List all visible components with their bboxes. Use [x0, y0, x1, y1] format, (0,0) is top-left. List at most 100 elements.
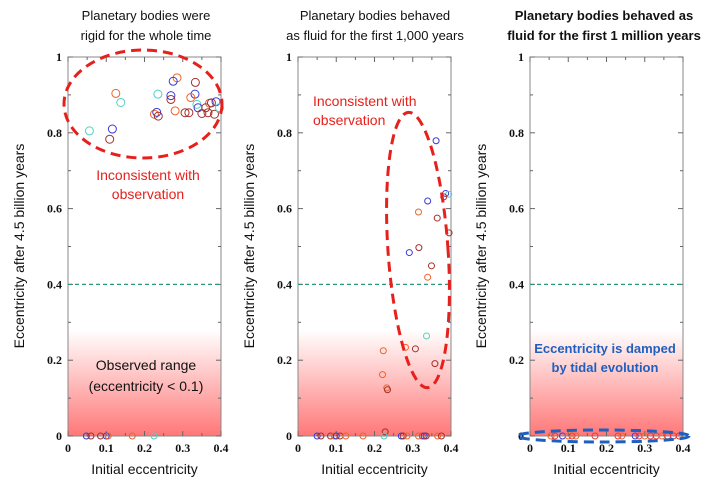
data-point [153, 111, 163, 121]
data-point [437, 432, 445, 440]
y-tick-label: 0.2 [47, 353, 62, 367]
y-tick-label: 0.8 [509, 126, 524, 140]
x-tick-label: 0.4 [444, 441, 459, 455]
damped-ellipse [515, 428, 691, 444]
x-tick-label: 0.2 [599, 441, 614, 455]
data-point [424, 273, 432, 281]
data-point [631, 432, 639, 440]
data-point [150, 432, 158, 440]
data-point [414, 208, 422, 216]
annotation-damped: Eccentricity is damped [534, 341, 676, 356]
x-tick-label: 0.4 [214, 441, 229, 455]
data-point [166, 94, 176, 104]
y-tick-label: 1 [56, 50, 62, 64]
data-point [180, 108, 190, 118]
observed-range-band [298, 329, 451, 436]
annotation-inconsistent: observation [112, 186, 184, 202]
y-tick-label: 0 [56, 429, 62, 443]
panel-title: Planetary bodies were [82, 8, 211, 23]
data-point [411, 345, 419, 353]
y-axis-label: Eccentricity after 4.5 billion years [241, 144, 257, 349]
data-point [128, 432, 136, 440]
y-axis-label: Eccentricity after 4.5 billion years [11, 144, 27, 349]
y-tick-label: 0 [518, 429, 524, 443]
data-point [431, 360, 439, 368]
x-tick-label: 0 [65, 441, 71, 455]
data-point [313, 432, 321, 440]
data-point [551, 432, 559, 440]
y-tick-label: 0.8 [47, 126, 62, 140]
data-point [190, 77, 200, 87]
y-tick-label: 0.6 [277, 202, 292, 216]
data-point [399, 432, 407, 440]
data-point [359, 432, 367, 440]
data-point [332, 432, 340, 440]
data-point [201, 103, 211, 113]
x-tick-label: 0 [295, 441, 301, 455]
y-tick-label: 0 [286, 429, 292, 443]
x-tick-label: 0 [527, 441, 533, 455]
x-axis-label: Initial eccentricity [91, 461, 198, 477]
data-point [82, 432, 90, 440]
data-point [184, 108, 194, 118]
data-point [564, 432, 572, 440]
y-tick-label: 0.6 [509, 202, 524, 216]
panel-title: Planetary bodies behaved [300, 8, 450, 23]
data-point [152, 107, 162, 117]
data-point [209, 109, 219, 119]
data-point [403, 432, 411, 440]
data-point [618, 432, 626, 440]
data-point [168, 76, 178, 86]
panel-2: Planetary bodies behaved as fluid for the… [241, 8, 464, 477]
data-point [418, 432, 426, 440]
data-point [420, 432, 428, 440]
data-point [379, 347, 387, 355]
x-tick-label: 0.3 [405, 441, 420, 455]
observed-range-band [68, 329, 221, 436]
panel-1: Planetary bodies were rigid for the whole… [11, 8, 229, 477]
data-point [415, 244, 423, 252]
data-point [434, 432, 442, 440]
panel-title: as fluid for the first 1,000 years [286, 28, 464, 43]
data-point [104, 432, 112, 440]
y-tick-label: 0.2 [277, 353, 292, 367]
x-tick-label: 0.1 [329, 441, 344, 455]
data-point [342, 432, 350, 440]
data-point [107, 124, 117, 134]
annotation-observed-range: (eccentricity < 0.1) [89, 378, 204, 394]
data-point [675, 432, 683, 440]
y-tick-label: 0.4 [509, 277, 524, 291]
data-point [432, 137, 440, 145]
data-point [153, 89, 163, 99]
inconsistent-ellipse [385, 110, 451, 390]
y-axis-label: Eccentricity after 4.5 billion years [473, 144, 489, 349]
annotation-inconsistent: Inconsistent with [313, 93, 417, 109]
data-point [102, 432, 110, 440]
data-point [170, 106, 180, 116]
data-point [116, 97, 126, 107]
data-point [424, 197, 432, 205]
observed-range-band [530, 329, 683, 436]
data-point [317, 432, 325, 440]
panel-title: Planetary bodies behaved as [515, 8, 693, 23]
data-point [433, 214, 441, 222]
x-tick-label: 0.2 [367, 441, 382, 455]
data-point [214, 103, 224, 113]
y-tick-label: 0.4 [47, 277, 62, 291]
data-point [591, 432, 599, 440]
data-point [379, 371, 387, 379]
data-point [381, 428, 389, 436]
annotation-observed-range: Observed range [96, 357, 197, 373]
data-point [105, 134, 115, 144]
x-axis-label: Initial eccentricity [553, 461, 660, 477]
data-point [423, 332, 431, 340]
data-point [87, 432, 95, 440]
x-tick-label: 0.4 [676, 441, 691, 455]
data-point [614, 432, 622, 440]
data-point [206, 98, 216, 108]
y-tick-label: 0.2 [509, 353, 524, 367]
data-point [568, 432, 576, 440]
x-axis-label: Initial eccentricity [321, 461, 428, 477]
panel-3: Planetary bodies behaved as fluid for the… [473, 8, 701, 477]
